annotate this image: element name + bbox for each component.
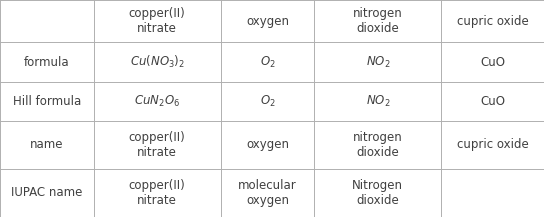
Text: Hill formula: Hill formula: [13, 95, 81, 108]
Text: $NO_2$: $NO_2$: [366, 54, 390, 70]
Text: oxygen: oxygen: [246, 15, 289, 28]
Text: nitrogen
dioxide: nitrogen dioxide: [353, 131, 403, 159]
Text: IUPAC name: IUPAC name: [11, 186, 83, 199]
Text: cupric oxide: cupric oxide: [457, 138, 529, 151]
Text: Nitrogen
dioxide: Nitrogen dioxide: [353, 179, 403, 207]
Text: name: name: [30, 138, 64, 151]
Text: nitrogen
dioxide: nitrogen dioxide: [353, 7, 403, 35]
Text: copper(II)
nitrate: copper(II) nitrate: [129, 179, 186, 207]
Text: cupric oxide: cupric oxide: [457, 15, 529, 28]
Text: oxygen: oxygen: [246, 138, 289, 151]
Text: $CuN_2O_6$: $CuN_2O_6$: [134, 94, 180, 108]
Text: copper(II)
nitrate: copper(II) nitrate: [129, 7, 186, 35]
Text: $Cu(NO_3)_2$: $Cu(NO_3)_2$: [129, 54, 184, 70]
Text: formula: formula: [24, 56, 70, 69]
Text: CuO: CuO: [480, 56, 505, 69]
Text: $O_2$: $O_2$: [259, 54, 275, 70]
Text: $NO_2$: $NO_2$: [366, 94, 390, 108]
Text: CuO: CuO: [480, 95, 505, 108]
Text: molecular
oxygen: molecular oxygen: [238, 179, 297, 207]
Text: $O_2$: $O_2$: [259, 94, 275, 108]
Text: copper(II)
nitrate: copper(II) nitrate: [129, 131, 186, 159]
